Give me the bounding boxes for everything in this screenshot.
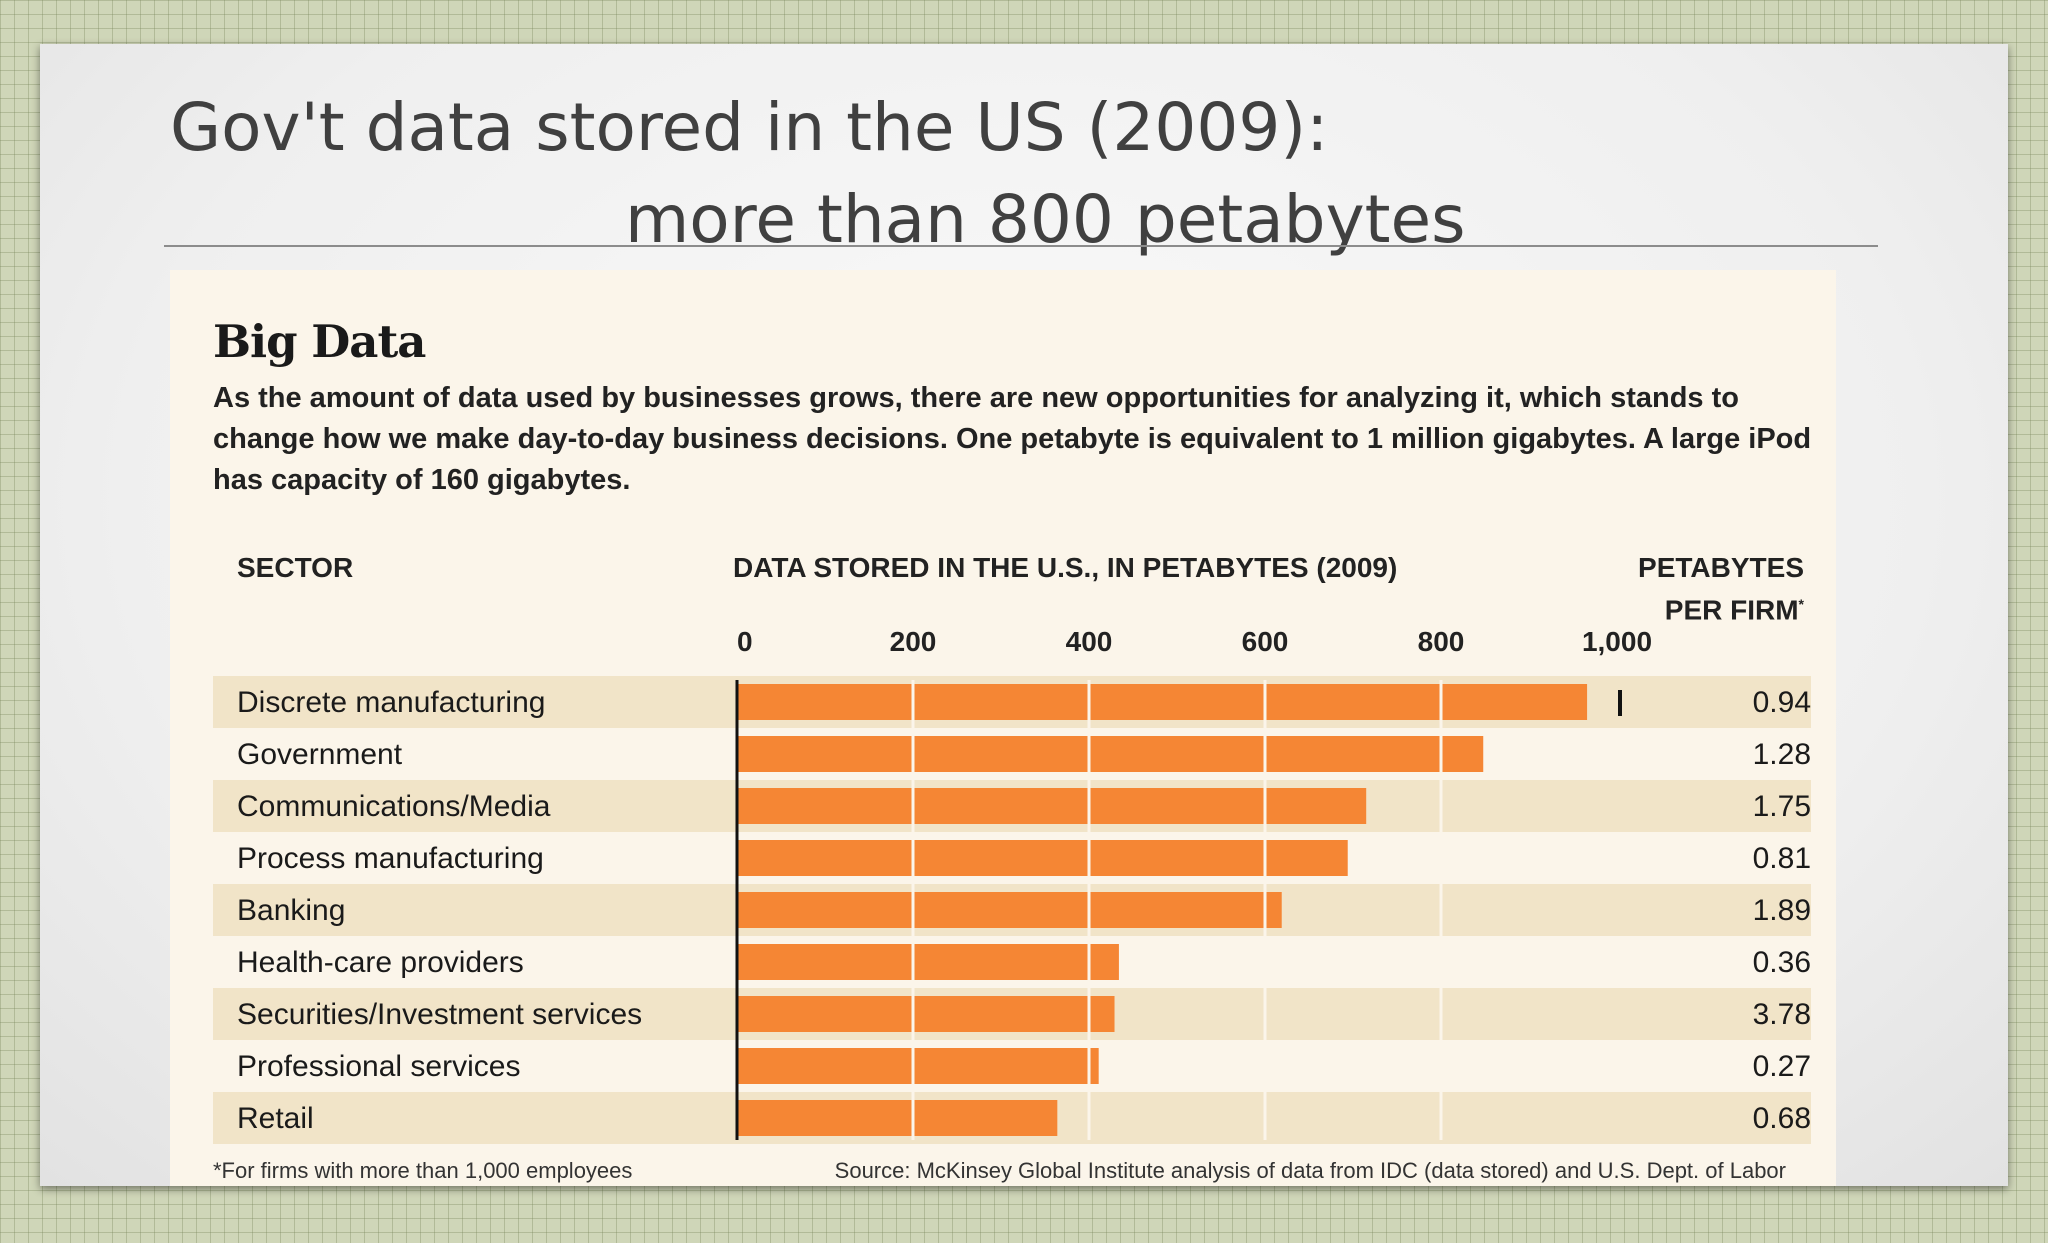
bar (737, 1048, 1099, 1084)
category-label: Process manufacturing (237, 842, 544, 875)
x-tick-label: 600 (1242, 626, 1289, 657)
per-firm-value: 1.89 (1753, 894, 1811, 927)
category-label: Government (237, 738, 403, 771)
per-firm-value: 0.68 (1753, 1102, 1811, 1135)
x-tick-label: 0 (737, 626, 753, 657)
bar (737, 892, 1282, 928)
sector-column-header: SECTOR (237, 552, 354, 583)
category-label: Communications/Media (237, 790, 551, 823)
bar (737, 788, 1367, 824)
category-label: Health-care providers (237, 946, 524, 979)
category-label: Retail (237, 1102, 314, 1135)
slide-title-line2: more than 800 petabytes (625, 181, 1466, 258)
bar (737, 684, 1588, 720)
figure-subtitle: As the amount of data used by businesses… (213, 382, 1812, 496)
bar (737, 996, 1115, 1032)
bar (737, 736, 1484, 772)
x-tick-label: 800 (1418, 626, 1465, 657)
slide-title-line1: Gov't data stored in the US (2009): (170, 89, 1329, 166)
category-label: Securities/Investment services (237, 998, 642, 1031)
category-label: Discrete manufacturing (237, 686, 545, 719)
x-tick-label: 200 (890, 626, 937, 657)
per-firm-footnote-mark: * (1798, 596, 1804, 612)
x-tick-label: 1,000 (1582, 626, 1652, 657)
category-label: Professional services (237, 1050, 520, 1083)
figure-title: Big Data (213, 315, 426, 368)
per-firm-value: 1.75 (1753, 790, 1811, 823)
source-note: Source: McKinsey Global Institute analys… (834, 1158, 1786, 1183)
per-firm-value: 1.28 (1753, 738, 1811, 771)
per-firm-value: 0.27 (1753, 1050, 1811, 1083)
per-firm-value: 3.78 (1753, 998, 1811, 1031)
per-firm-value: 0.81 (1753, 842, 1811, 875)
category-label: Banking (237, 894, 345, 927)
footnote: *For firms with more than 1,000 employee… (213, 1158, 633, 1183)
per-firm-header-line1: PETABYTES (1638, 552, 1804, 583)
bar (737, 840, 1348, 876)
bar (737, 1100, 1058, 1136)
data-column-header: DATA STORED IN THE U.S., IN PETABYTES (2… (733, 552, 1398, 583)
big-data-figure: Big Data As the amount of data used by b… (170, 270, 1836, 1186)
per-firm-header-line2: PER FIRM (1664, 594, 1799, 626)
per-firm-value: 0.36 (1753, 946, 1811, 979)
x-tick-label: 400 (1066, 626, 1113, 657)
per-firm-value: 0.94 (1753, 686, 1811, 719)
slide: Gov't data stored in the US (2009): more… (40, 44, 2008, 1186)
title-divider (164, 245, 1878, 247)
bar-chart: 0 200 400 600 800 1,000 Discrete manufacturing… (213, 626, 1811, 1144)
bar (737, 944, 1119, 980)
per-firm-column-header: PETABYTES PER FIRM* (1638, 550, 1804, 628)
